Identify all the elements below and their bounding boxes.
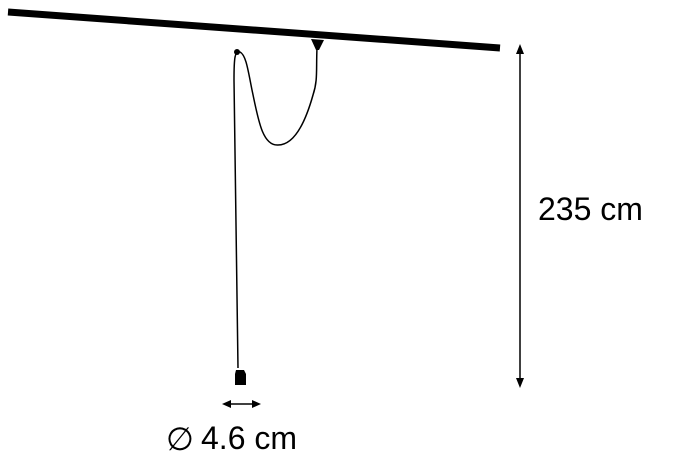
power-cable	[233, 47, 318, 369]
lamp-holder	[235, 370, 246, 385]
height-dimension-arrow	[516, 44, 524, 388]
track-rail	[7, 8, 501, 52]
diameter-label: 4.6 cm	[201, 420, 298, 456]
cable-hook	[234, 49, 240, 55]
diameter-dimension-arrow	[222, 400, 261, 408]
track-adapter	[311, 39, 324, 50]
diameter-symbol: ∅	[166, 420, 194, 458]
height-label: 235 cm	[538, 191, 643, 227]
